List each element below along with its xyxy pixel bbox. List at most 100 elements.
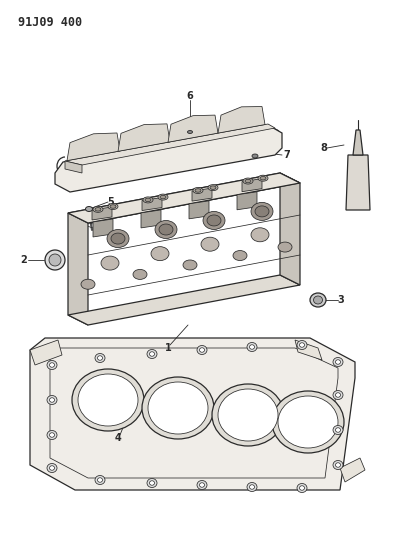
Ellipse shape bbox=[243, 178, 253, 184]
Ellipse shape bbox=[197, 481, 207, 489]
Ellipse shape bbox=[197, 345, 207, 354]
Ellipse shape bbox=[336, 463, 340, 467]
Polygon shape bbox=[30, 340, 62, 365]
Polygon shape bbox=[30, 338, 355, 490]
Ellipse shape bbox=[95, 207, 101, 211]
Ellipse shape bbox=[208, 184, 218, 191]
Ellipse shape bbox=[45, 250, 65, 270]
Polygon shape bbox=[65, 124, 275, 165]
Text: 6: 6 bbox=[186, 91, 193, 101]
Ellipse shape bbox=[95, 475, 105, 484]
Polygon shape bbox=[65, 161, 82, 173]
Ellipse shape bbox=[210, 186, 216, 189]
Ellipse shape bbox=[218, 389, 278, 441]
Ellipse shape bbox=[193, 188, 203, 193]
Text: 1: 1 bbox=[165, 343, 171, 353]
Ellipse shape bbox=[160, 195, 166, 199]
Text: 7: 7 bbox=[284, 150, 290, 160]
Ellipse shape bbox=[201, 237, 219, 251]
Ellipse shape bbox=[249, 484, 255, 489]
Ellipse shape bbox=[111, 233, 125, 244]
Ellipse shape bbox=[101, 256, 119, 270]
Ellipse shape bbox=[142, 377, 214, 439]
Ellipse shape bbox=[247, 343, 257, 351]
Ellipse shape bbox=[278, 242, 292, 252]
Ellipse shape bbox=[297, 341, 307, 350]
Ellipse shape bbox=[233, 251, 247, 261]
Ellipse shape bbox=[49, 466, 55, 470]
Ellipse shape bbox=[97, 356, 103, 360]
Ellipse shape bbox=[49, 363, 55, 367]
Ellipse shape bbox=[314, 296, 322, 304]
Ellipse shape bbox=[260, 176, 266, 180]
Ellipse shape bbox=[245, 179, 251, 183]
Ellipse shape bbox=[49, 433, 55, 437]
Polygon shape bbox=[218, 107, 265, 133]
Ellipse shape bbox=[249, 345, 255, 349]
Ellipse shape bbox=[207, 215, 221, 226]
Polygon shape bbox=[237, 192, 257, 210]
Ellipse shape bbox=[336, 393, 340, 397]
Text: 5: 5 bbox=[107, 197, 114, 207]
Polygon shape bbox=[68, 275, 300, 325]
Ellipse shape bbox=[108, 204, 118, 209]
Ellipse shape bbox=[200, 483, 205, 487]
Ellipse shape bbox=[147, 350, 157, 359]
Polygon shape bbox=[92, 207, 112, 220]
Text: 4: 4 bbox=[115, 433, 122, 443]
Polygon shape bbox=[142, 198, 162, 211]
Polygon shape bbox=[118, 124, 170, 151]
Ellipse shape bbox=[333, 461, 343, 470]
Polygon shape bbox=[55, 125, 282, 192]
Ellipse shape bbox=[81, 279, 95, 289]
Polygon shape bbox=[68, 213, 88, 325]
Ellipse shape bbox=[93, 206, 103, 212]
Ellipse shape bbox=[188, 131, 192, 133]
Ellipse shape bbox=[272, 391, 344, 453]
Ellipse shape bbox=[47, 360, 57, 369]
Ellipse shape bbox=[155, 221, 177, 238]
Ellipse shape bbox=[159, 224, 173, 235]
Polygon shape bbox=[192, 188, 212, 201]
Ellipse shape bbox=[49, 398, 55, 402]
Ellipse shape bbox=[258, 175, 268, 181]
Ellipse shape bbox=[145, 198, 151, 201]
Ellipse shape bbox=[78, 374, 138, 426]
Ellipse shape bbox=[49, 254, 61, 266]
Polygon shape bbox=[67, 133, 120, 160]
Ellipse shape bbox=[195, 189, 201, 192]
Polygon shape bbox=[242, 179, 262, 192]
Ellipse shape bbox=[143, 197, 153, 203]
Text: 8: 8 bbox=[320, 143, 328, 153]
Ellipse shape bbox=[336, 428, 340, 432]
Ellipse shape bbox=[333, 425, 343, 434]
Ellipse shape bbox=[251, 203, 273, 221]
Ellipse shape bbox=[203, 212, 225, 229]
Ellipse shape bbox=[183, 260, 197, 270]
Ellipse shape bbox=[251, 228, 269, 242]
Polygon shape bbox=[68, 173, 300, 223]
Ellipse shape bbox=[147, 479, 157, 488]
Ellipse shape bbox=[150, 352, 154, 356]
Ellipse shape bbox=[278, 396, 338, 448]
Ellipse shape bbox=[333, 391, 343, 400]
Polygon shape bbox=[340, 458, 365, 482]
Ellipse shape bbox=[158, 194, 168, 200]
Polygon shape bbox=[141, 210, 161, 228]
Polygon shape bbox=[353, 130, 363, 155]
Ellipse shape bbox=[247, 482, 257, 491]
Polygon shape bbox=[346, 155, 370, 210]
Polygon shape bbox=[93, 219, 113, 237]
Ellipse shape bbox=[47, 395, 57, 405]
Ellipse shape bbox=[95, 353, 105, 362]
Ellipse shape bbox=[297, 483, 307, 492]
Ellipse shape bbox=[150, 481, 154, 485]
Polygon shape bbox=[68, 173, 300, 223]
Text: 91J09 400: 91J09 400 bbox=[18, 15, 82, 28]
Ellipse shape bbox=[97, 478, 103, 482]
Ellipse shape bbox=[300, 486, 304, 490]
Ellipse shape bbox=[47, 464, 57, 472]
Text: 3: 3 bbox=[338, 295, 344, 305]
Ellipse shape bbox=[212, 384, 284, 446]
Polygon shape bbox=[168, 115, 218, 142]
